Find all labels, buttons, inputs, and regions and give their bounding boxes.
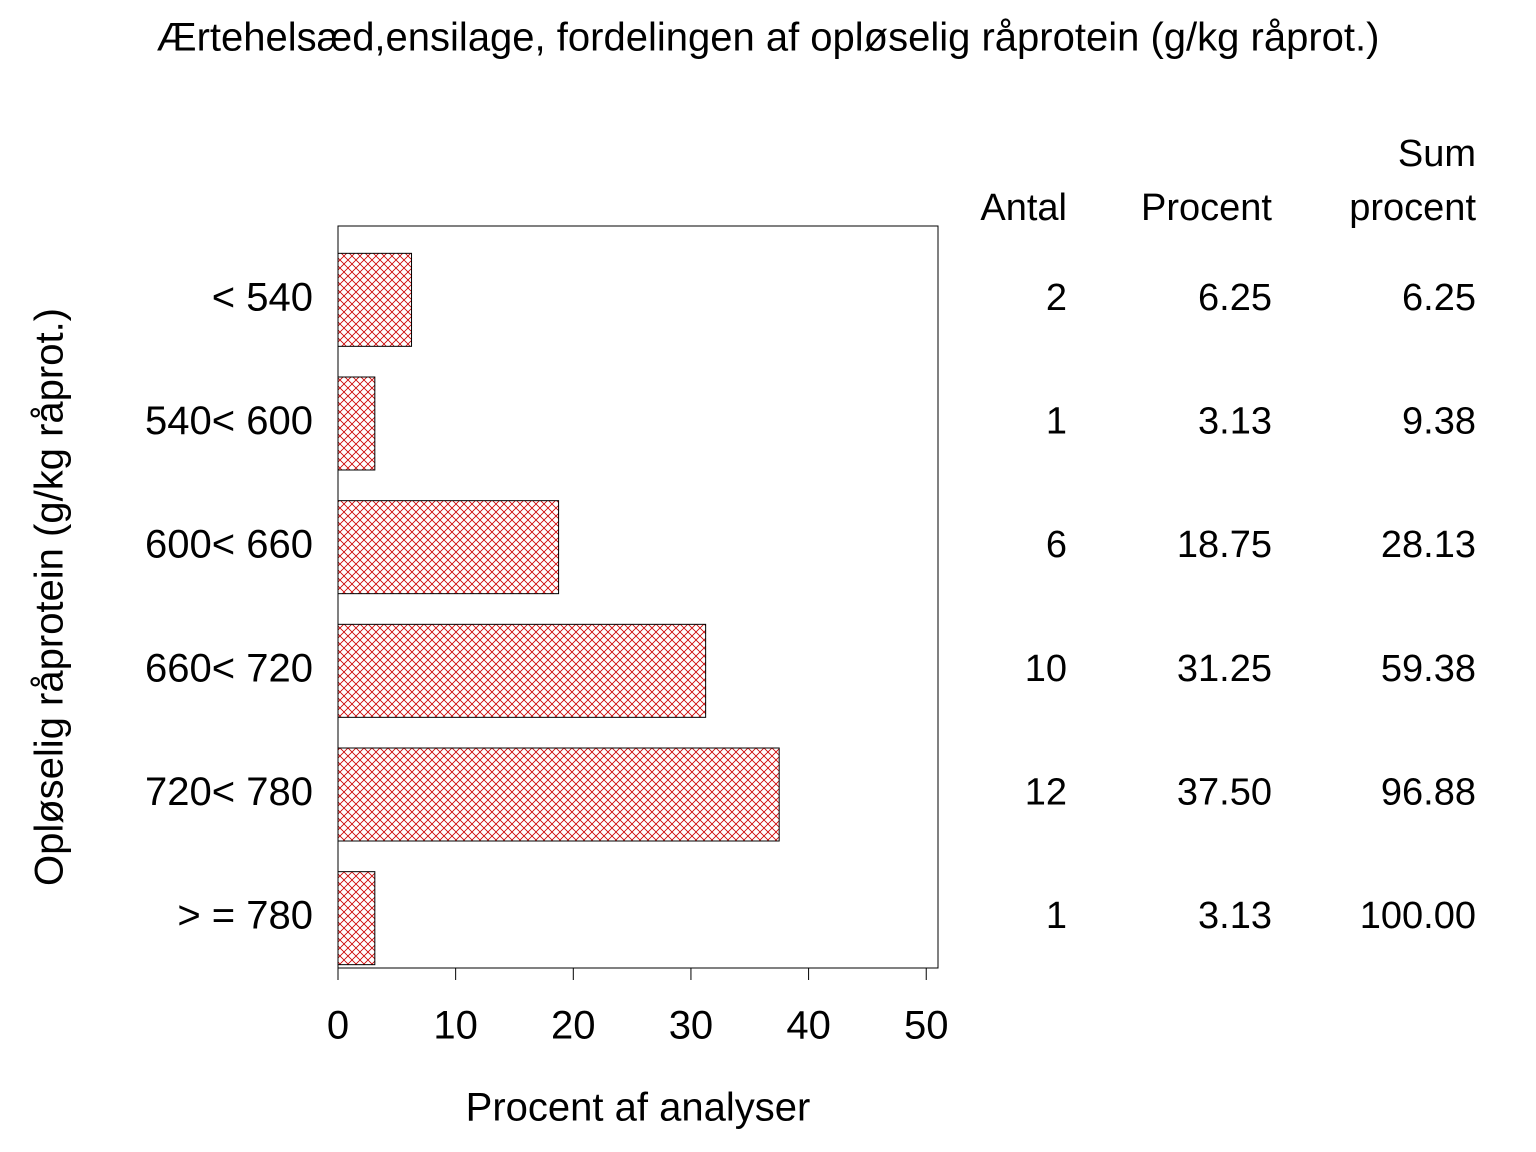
y-tick-label: 660< 720 (145, 646, 313, 690)
table-header: Procent (1141, 187, 1272, 229)
table-percent: 3.13 (1198, 895, 1272, 937)
table-header: procent (1349, 187, 1476, 229)
x-tick-label: 40 (786, 1004, 831, 1048)
table-percent: 37.50 (1177, 772, 1272, 814)
table-cumulative: 9.38 (1402, 401, 1476, 443)
table-cumulative: 100.00 (1360, 895, 1476, 937)
table-count: 6 (1046, 524, 1067, 566)
table-count: 10 (1025, 648, 1067, 690)
table-count: 1 (1046, 895, 1067, 937)
plot-frame (337, 225, 939, 969)
table-cumulative: 6.25 (1402, 277, 1476, 319)
bar (337, 500, 560, 595)
table-cumulative: 28.13 (1381, 524, 1476, 566)
table-count: 1 (1046, 401, 1067, 443)
bar (337, 871, 376, 966)
y-tick-label: 540< 600 (145, 399, 313, 443)
y-tick-label: < 540 (212, 275, 313, 319)
table-cumulative: 96.88 (1381, 772, 1476, 814)
table-cumulative: 59.38 (1381, 648, 1476, 690)
y-tick-label: 600< 660 (145, 523, 313, 567)
x-tick-label: 10 (433, 1004, 478, 1048)
table-percent: 6.25 (1198, 277, 1272, 319)
y-axis-label: Opløselig råprotein (g/kg råprot.) (28, 308, 72, 886)
bar (337, 747, 780, 842)
x-tick-label: 50 (904, 1004, 949, 1048)
bar (337, 252, 413, 347)
table-header: Antal (980, 187, 1067, 229)
table-count: 12 (1025, 772, 1067, 814)
bar (337, 376, 376, 471)
x-tick-label: 0 (327, 1004, 349, 1048)
y-tick-label: 720< 780 (145, 770, 313, 814)
table-percent: 31.25 (1177, 648, 1272, 690)
y-tick-label: > = 780 (177, 894, 313, 938)
x-axis-label: Procent af analyser (466, 1086, 811, 1130)
table-percent: 18.75 (1177, 524, 1272, 566)
x-tick-label: 30 (669, 1004, 714, 1048)
table-percent: 3.13 (1198, 401, 1272, 443)
bar (337, 623, 707, 718)
table-header: Sum (1398, 133, 1476, 175)
table-count: 2 (1046, 277, 1067, 319)
chart-title: Ærtehelsæd,ensilage, fordelingen af oplø… (157, 16, 1380, 60)
x-tick-label: 20 (551, 1004, 596, 1048)
